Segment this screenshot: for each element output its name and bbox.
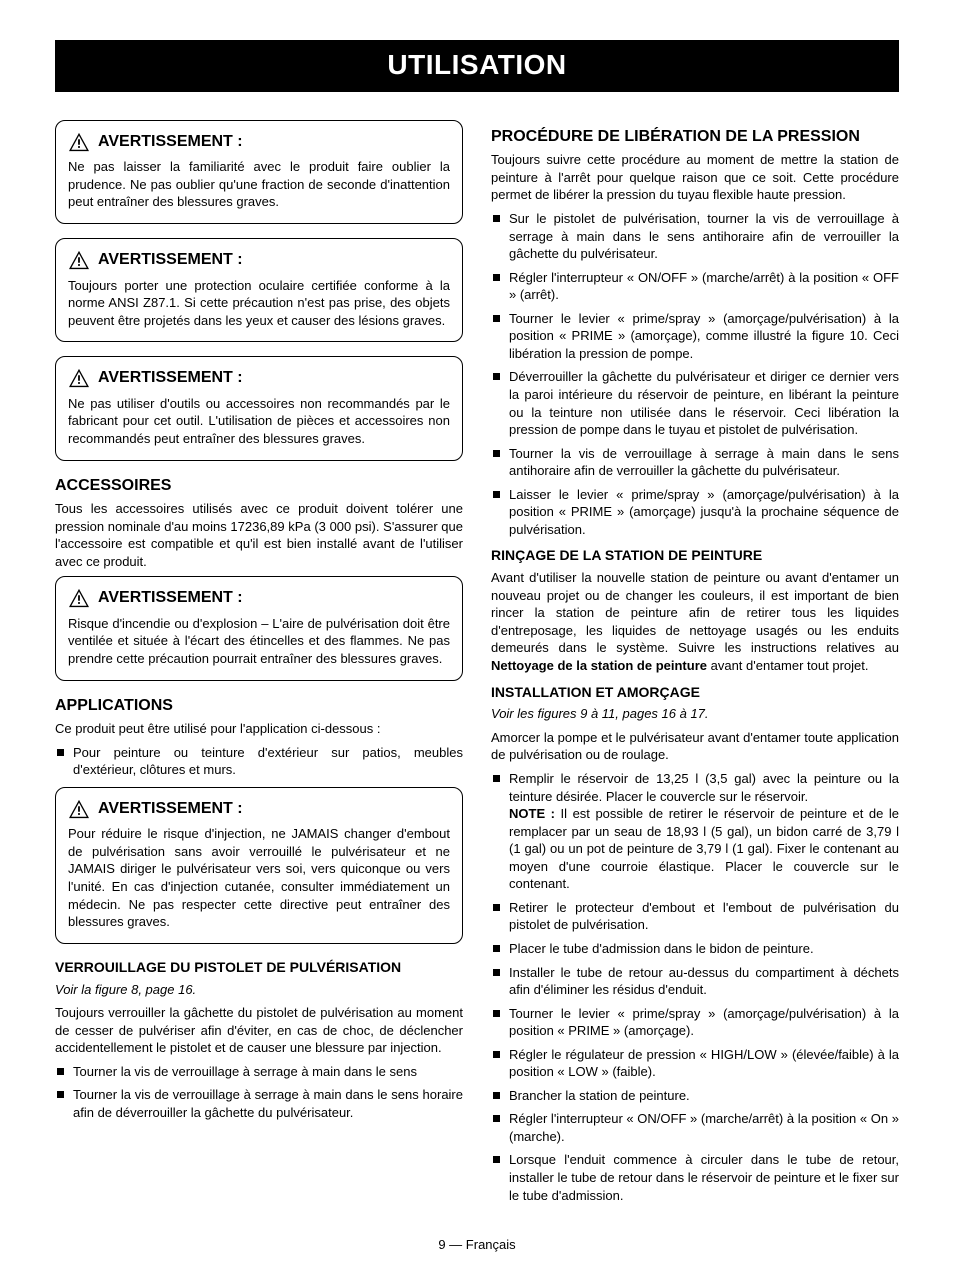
page-footer: 9 — Français <box>55 1236 899 1254</box>
applications-list: Pour peinture ou teinture d'extérieur su… <box>55 744 463 779</box>
right-column: PROCÉDURE DE LIBÉRATION DE LA PRESSION T… <box>491 120 899 1212</box>
install-heading: INSTALLATION ET AMORÇAGE <box>491 683 899 702</box>
locking-list: Tourner la vis de verrouillage à serrage… <box>55 1063 463 1122</box>
warning-icon <box>68 368 90 388</box>
flush-body: Avant d'utiliser la nouvelle station de … <box>491 569 899 674</box>
warning-body: Toujours porter une protection oculaire … <box>68 277 450 330</box>
list-item: Tourner le levier « prime/spray » (amorç… <box>491 310 899 363</box>
warning-box-5: AVERTISSEMENT : Pour réduire le risque d… <box>55 787 463 944</box>
list-item: Régler l'interrupteur « ON/OFF » (marche… <box>491 1110 899 1145</box>
list-item: Tourner la vis de verrouillage à serrage… <box>491 445 899 480</box>
applications-heading: APPLICATIONS <box>55 695 463 717</box>
warning-box-2: AVERTISSEMENT : Toujours porter une prot… <box>55 238 463 342</box>
list-item: Tourner la vis de verrouillage à serrage… <box>55 1086 463 1121</box>
flush-body-post: avant d'entamer tout projet. <box>707 658 868 673</box>
warning-label: AVERTISSEMENT : <box>98 249 243 271</box>
warning-body: Ne pas laisser la familiarité avec le pr… <box>68 158 450 211</box>
install-item1-note-label: NOTE : <box>509 806 555 821</box>
list-item: Régler l'interrupteur « ON/OFF » (marche… <box>491 269 899 304</box>
warning-box-4: AVERTISSEMENT : Risque d'incendie ou d'e… <box>55 576 463 680</box>
list-item: Tourner la vis de verrouillage à serrage… <box>55 1063 463 1081</box>
list-item: Installer le tube de retour au-dessus du… <box>491 964 899 999</box>
list-item: Sur le pistolet de pulvérisation, tourne… <box>491 210 899 263</box>
warning-label: AVERTISSEMENT : <box>98 367 243 389</box>
flush-body-pre: Avant d'utiliser la nouvelle station de … <box>491 570 899 655</box>
list-item: Brancher la station de peinture. <box>491 1087 899 1105</box>
accessories-heading: ACCESSOIRES <box>55 475 463 497</box>
warning-box-1: AVERTISSEMENT : Ne pas laisser la famili… <box>55 120 463 224</box>
locking-body: Toujours verrouiller la gâchette du pist… <box>55 1004 463 1057</box>
warning-label: AVERTISSEMENT : <box>98 587 243 609</box>
list-item: Laisser le levier « prime/spray » (amorç… <box>491 486 899 539</box>
list-item: Lorsque l'enduit commence à circuler dan… <box>491 1151 899 1204</box>
list-item: Déverrouiller la gâchette du pulvérisate… <box>491 368 899 438</box>
content-columns: AVERTISSEMENT : Ne pas laisser la famili… <box>55 120 899 1212</box>
list-item: Retirer le protecteur d'embout et l'embo… <box>491 899 899 934</box>
applications-intro: Ce produit peut être utilisé pour l'appl… <box>55 720 463 738</box>
page-title: UTILISATION <box>55 40 899 92</box>
pressure-heading: PROCÉDURE DE LIBÉRATION DE LA PRESSION <box>491 126 899 148</box>
pressure-list: Sur le pistolet de pulvérisation, tourne… <box>491 210 899 538</box>
list-item: Remplir le réservoir de 13,25 l (3,5 gal… <box>491 770 899 893</box>
locking-figref: Voir la figure 8, page 16. <box>55 981 463 999</box>
warning-icon <box>68 132 90 152</box>
warning-box-3: AVERTISSEMENT : Ne pas utiliser d'outils… <box>55 356 463 460</box>
warning-body: Pour réduire le risque d'injection, ne J… <box>68 825 450 930</box>
accessories-body: Tous les accessoires utilisés avec ce pr… <box>55 500 463 570</box>
warning-label: AVERTISSEMENT : <box>98 131 243 153</box>
warning-icon <box>68 799 90 819</box>
flush-body-bold: Nettoyage de la station de peinture <box>491 658 707 673</box>
list-item: Tourner le levier « prime/spray » (amorç… <box>491 1005 899 1040</box>
list-item: Régler le régulateur de pression « HIGH/… <box>491 1046 899 1081</box>
install-figref: Voir les figures 9 à 11, pages 16 à 17. <box>491 705 899 723</box>
left-column: AVERTISSEMENT : Ne pas laisser la famili… <box>55 120 463 1212</box>
warning-body: Risque d'incendie ou d'explosion – L'air… <box>68 615 450 668</box>
install-item1-main: Remplir le réservoir de 13,25 l (3,5 gal… <box>509 771 899 804</box>
pressure-intro: Toujours suivre cette procédure au momen… <box>491 151 899 204</box>
flush-heading: RINÇAGE DE LA STATION DE PEINTURE <box>491 546 899 565</box>
install-list: Remplir le réservoir de 13,25 l (3,5 gal… <box>491 770 899 1204</box>
warning-icon <box>68 250 90 270</box>
warning-label: AVERTISSEMENT : <box>98 798 243 820</box>
warning-icon <box>68 588 90 608</box>
locking-heading: VERROUILLAGE DU PISTOLET DE PULVÉRISATIO… <box>55 958 463 977</box>
warning-body: Ne pas utiliser d'outils ou accessoires … <box>68 395 450 448</box>
install-item1-note: Il est possible de retirer le réservoir … <box>509 806 899 891</box>
install-intro: Amorcer la pompe et le pulvérisateur ava… <box>491 729 899 764</box>
list-item: Placer le tube d'admission dans le bidon… <box>491 940 899 958</box>
list-item: Pour peinture ou teinture d'extérieur su… <box>55 744 463 779</box>
